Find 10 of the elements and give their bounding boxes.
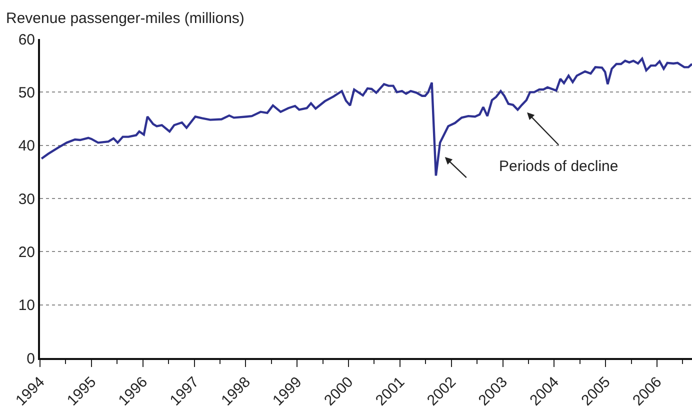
y-axis-title: Revenue passenger-miles (millions): [6, 10, 244, 27]
y-tick-label: 40: [18, 138, 35, 155]
line-series: [40, 58, 692, 177]
y-tick-label: 10: [18, 297, 35, 314]
y-tick-label: 20: [18, 244, 35, 261]
y-tick-label: 60: [18, 31, 35, 48]
annotation: Periods of decline: [499, 158, 618, 175]
y-tick-label: 0: [26, 350, 35, 368]
y-tick-label: 30: [18, 190, 35, 208]
y-tick-label: 50: [18, 84, 35, 102]
